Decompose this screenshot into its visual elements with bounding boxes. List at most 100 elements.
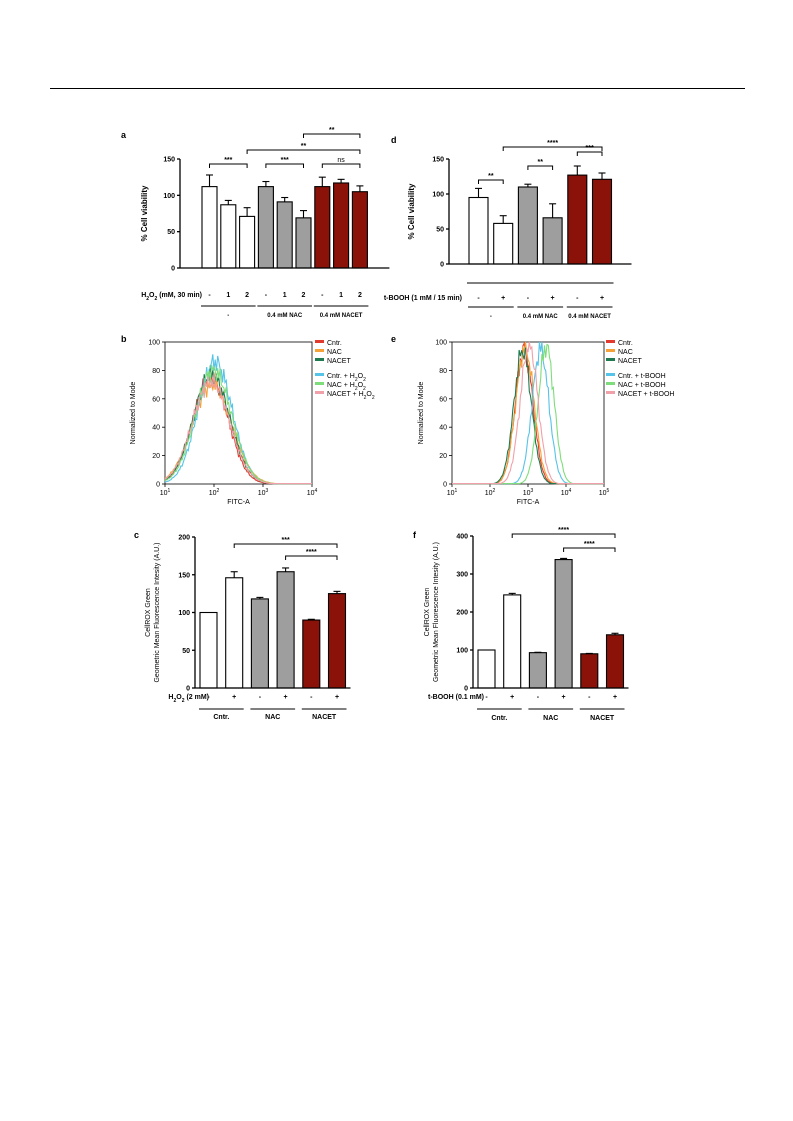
y-axis-label-2: Geometric Mean Fluorescence Intesity (A.… (433, 542, 440, 682)
condition-label: 1 (226, 292, 230, 299)
histogram-curve (452, 341, 604, 485)
histogram-curve (452, 341, 604, 485)
x-tick-base: 10 (258, 490, 266, 497)
legend-swatch (606, 358, 615, 361)
x-tick-exponent: 3 (531, 488, 534, 494)
y-tick-label: 100 (456, 648, 468, 655)
significance-label: ** (329, 127, 335, 134)
condition-label: - (588, 694, 591, 701)
significance-bracket (511, 533, 616, 538)
x-tick-label: 103 (258, 488, 269, 497)
condition-label: - (321, 292, 324, 299)
x-tick-exponent: 1 (168, 488, 171, 494)
legend-swatch (315, 349, 324, 352)
bar (327, 593, 347, 689)
bar (250, 598, 269, 689)
significance-bracket (265, 163, 304, 168)
y-tick-label: 200 (456, 610, 468, 617)
significance-bracket (321, 163, 361, 168)
condition-label: - (310, 694, 313, 701)
legend-swatch (315, 358, 324, 361)
legend-swatch (315, 391, 324, 394)
treatment-subscript: 2 (182, 698, 185, 704)
legend-label: NAC + t-BOOH (618, 382, 666, 389)
legend-label: Cntr. (618, 340, 633, 347)
significance-label: *** (281, 157, 289, 164)
panel-label: b (121, 334, 127, 344)
condition-label: + (613, 694, 617, 701)
legend-label: Cntr. + H2O2 (327, 373, 366, 383)
bar (201, 186, 218, 269)
y-axis-label: CellROX Green (424, 588, 431, 637)
bar (220, 204, 237, 269)
bar (351, 191, 368, 269)
treatment-label: H2O2 (mM, 30 min) (141, 292, 202, 302)
condition-label: - (259, 694, 262, 701)
bar (528, 652, 547, 689)
legend-label: Cntr. + t-BOOH (618, 373, 666, 380)
y-tick-label: 40 (152, 425, 160, 432)
histogram-curve (452, 347, 604, 485)
histogram-curve (164, 370, 312, 485)
y-tick-label: 80 (152, 368, 160, 375)
group-label: 0.4 mM NAC (267, 313, 303, 319)
condition-label: + (232, 694, 236, 701)
legend-text: Cntr. + H (327, 373, 355, 380)
legend-swatch (606, 382, 615, 385)
legend-label: NAC + H2O2 (327, 382, 366, 392)
group-label: NACET (590, 715, 615, 722)
y-tick-label: 0 (443, 482, 447, 489)
condition-label: 2 (245, 292, 249, 299)
x-tick-exponent: 2 (217, 488, 220, 494)
legend-subscript: 2 (355, 377, 358, 383)
legend-label: NAC (327, 349, 342, 356)
page-top-rule (50, 88, 745, 89)
significance-label: ** (538, 159, 544, 166)
group-label: - (227, 313, 229, 319)
panel-label: f (413, 530, 417, 540)
condition-label: + (551, 295, 555, 302)
legend-subscript: 2 (355, 386, 358, 392)
treatment-text: O (176, 694, 182, 701)
y-tick-label: 20 (152, 453, 160, 460)
x-tick-label: 102 (485, 488, 496, 497)
treatment-text: H (141, 292, 146, 299)
bar (276, 201, 293, 269)
legend-subscript: 2 (364, 395, 367, 401)
legend-text: NAC + H (327, 382, 355, 389)
x-axis-label: FITC-A (517, 499, 540, 506)
significance-bracket (285, 555, 338, 560)
x-tick-label: 102 (209, 488, 220, 497)
y-tick-label: 0 (464, 686, 468, 693)
legend-text: O (358, 373, 364, 380)
x-tick-label: 104 (561, 488, 572, 497)
histogram-curve (164, 354, 312, 485)
bar (225, 577, 244, 689)
significance-label: ** (488, 173, 494, 180)
y-axis-label: Normalized to Mode (130, 382, 137, 445)
group-label: 0.4 mM NAC (523, 314, 559, 320)
x-tick-base: 10 (160, 490, 168, 497)
x-tick-exponent: 1 (455, 488, 458, 494)
x-tick-label: 103 (523, 488, 534, 497)
x-tick-base: 10 (523, 490, 531, 497)
significance-bracket (502, 146, 603, 151)
treatment-label: t-BOOH (0.1 mM) (428, 694, 484, 701)
y-tick-label: 50 (167, 229, 175, 236)
x-tick-exponent: 3 (266, 488, 269, 494)
bar (567, 174, 588, 265)
treatment-text: (2 mM) (185, 694, 210, 701)
significance-label: *** (282, 537, 290, 544)
group-label: NAC (265, 714, 280, 721)
bar (257, 186, 274, 269)
bar (333, 182, 350, 269)
histogram-curve (164, 364, 312, 485)
y-tick-label: 50 (436, 227, 444, 234)
y-tick-label: 150 (432, 157, 444, 164)
y-tick-label: 40 (439, 425, 447, 432)
condition-label: + (335, 694, 339, 701)
x-tick-label: 101 (160, 488, 171, 497)
significance-label: ** (301, 143, 307, 150)
plot-frame (451, 341, 605, 485)
